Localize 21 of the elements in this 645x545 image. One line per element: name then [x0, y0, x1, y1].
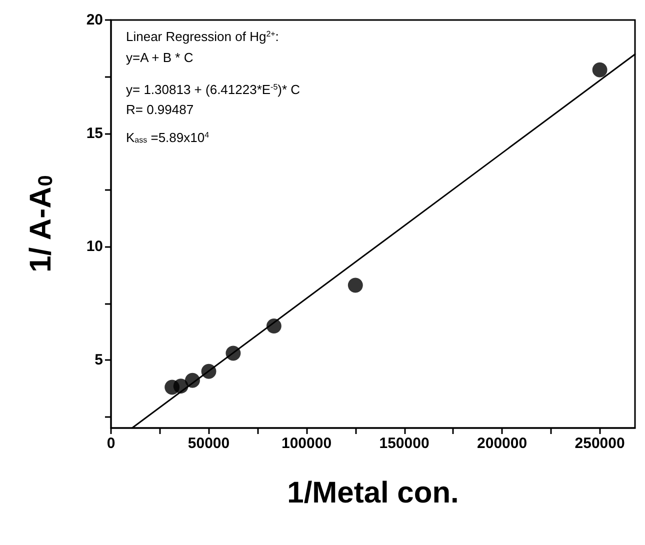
annotation: y=A + B * C	[126, 50, 194, 65]
x-tick-label: 0	[106, 435, 116, 452]
x-axis-title: 1/Metal con.	[287, 476, 459, 510]
y-axis-title: 1/ A-A0	[24, 175, 58, 272]
point	[266, 318, 282, 334]
y-tick-label: 15	[86, 124, 103, 142]
point	[173, 378, 188, 394]
point	[184, 372, 200, 388]
y-tick-label: 5	[94, 352, 103, 368]
x-tick-label: 150000	[379, 435, 430, 452]
point	[592, 62, 608, 78]
y-tick-label: 20	[86, 12, 103, 28]
x-tick-label: 50000	[188, 435, 230, 452]
annotation: R= 0.99487	[126, 102, 194, 117]
point	[226, 346, 241, 361]
point	[201, 364, 216, 379]
x-tick-label: 250000	[574, 435, 625, 452]
x-tick-label: 200000	[477, 435, 528, 452]
x-tick-label: 100000	[281, 435, 332, 452]
y-tick-label: 10	[86, 238, 103, 256]
point	[348, 278, 363, 293]
